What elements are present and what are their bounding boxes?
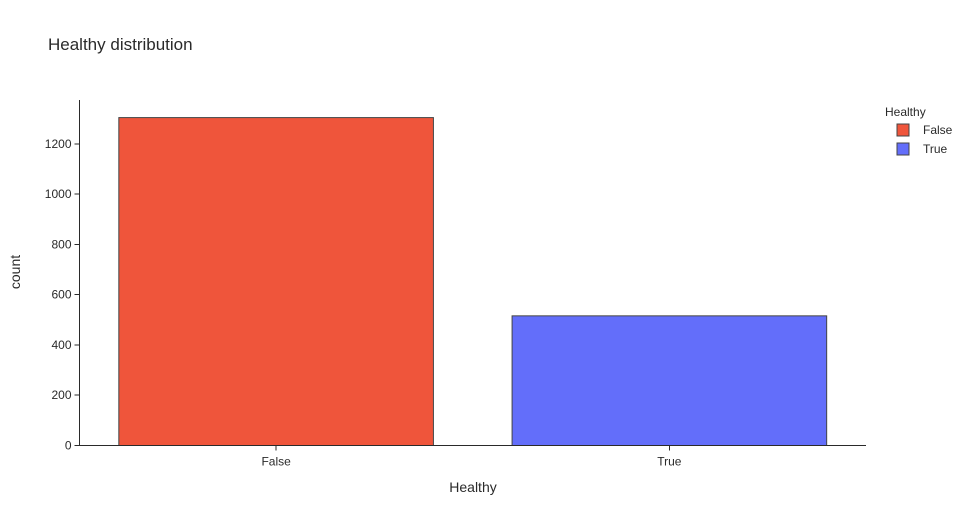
chart-title: Healthy distribution [48,35,193,54]
plot-area [118,117,828,447]
x-axis-ticks: False True [261,445,682,469]
y-tick-label: 600 [51,288,71,302]
legend-swatch-false[interactable] [896,123,910,137]
bar-true [511,315,828,446]
y-tick-label: 0 [65,439,72,453]
legend-label-true[interactable]: True [923,142,948,156]
legend-label-false[interactable]: False [923,123,953,137]
y-tick-label: 400 [51,338,71,352]
legend-swatch-true[interactable] [896,142,910,156]
y-tick-label: 1200 [45,137,72,151]
y-tick-label: 800 [51,237,71,251]
y-tick-label: 1000 [45,187,72,201]
x-tick-label: False [261,455,291,469]
bar-false [118,117,434,447]
legend-items: False True [896,123,953,156]
x-tick-label: True [657,455,682,469]
y-axis-title: count [7,255,23,289]
legend: Healthy False True [885,105,953,156]
y-axis-ticks: 0 200 400 600 800 1000 1200 [45,137,80,453]
x-axis-title: Healthy [449,479,496,495]
y-tick-label: 200 [51,388,71,402]
legend-title: Healthy [885,105,926,119]
